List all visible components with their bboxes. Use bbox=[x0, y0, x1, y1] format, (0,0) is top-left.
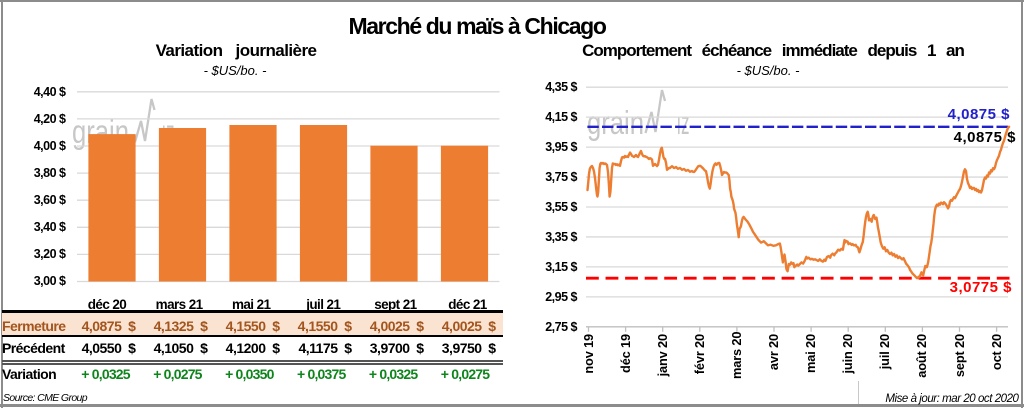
svg-text:grain: grain bbox=[587, 104, 644, 141]
svg-text:ız: ız bbox=[677, 104, 690, 141]
